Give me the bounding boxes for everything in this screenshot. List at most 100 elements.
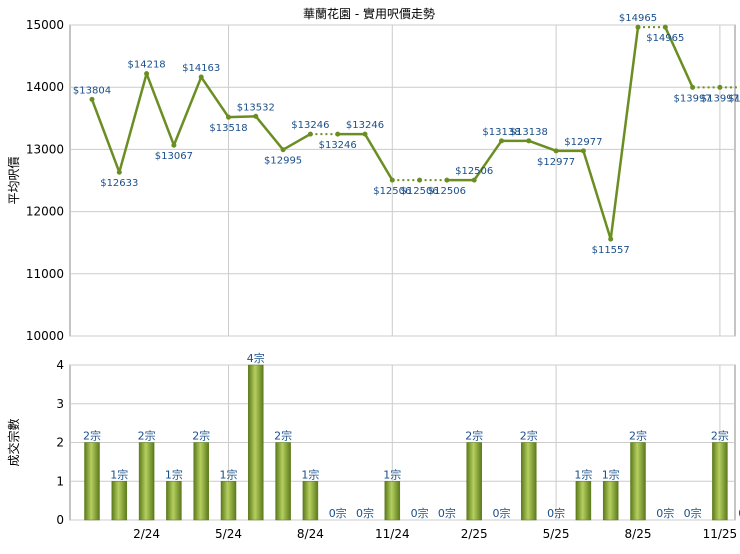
volume-y-axis-title: 成交宗數 [6, 418, 21, 466]
price-data-point[interactable] [89, 96, 95, 102]
volume-y-tick-label: 4 [56, 358, 64, 372]
price-data-label: $13997 [728, 93, 740, 104]
volume-bar-label: 1宗 [383, 467, 401, 481]
price-data-point[interactable] [608, 236, 614, 242]
x-axis-tick-label: 8/24 [297, 527, 324, 541]
price-data-point[interactable] [499, 138, 504, 144]
price-data-point[interactable] [144, 71, 150, 77]
volume-bar[interactable] [302, 481, 319, 521]
volume-bar-label: 2宗 [83, 429, 101, 443]
chart-title: 華蘭花園 - 實用呎價走勢 [303, 6, 435, 21]
price-line-segment [609, 27, 640, 240]
price-data-label: $13532 [237, 102, 275, 113]
price-data-point[interactable] [362, 131, 368, 137]
price-data-label: $12995 [264, 156, 302, 167]
price-data-point[interactable] [444, 177, 450, 183]
volume-y-tick-label: 3 [56, 397, 64, 411]
volume-bar[interactable] [602, 481, 619, 521]
price-data-point[interactable] [335, 131, 341, 137]
volume-bar-label: 1宗 [220, 467, 238, 481]
price-data-label: $13067 [155, 151, 193, 162]
price-data-label: $12506 [401, 186, 439, 197]
volume-bar[interactable] [466, 442, 482, 521]
volume-y-tick-label: 0 [56, 513, 64, 527]
price-y-tick-label: 10000 [26, 329, 64, 343]
volume-bar[interactable] [575, 481, 592, 521]
price-data-point[interactable] [198, 74, 204, 80]
volume-bar-label: 2宗 [711, 429, 729, 443]
volume-bar[interactable] [111, 481, 128, 521]
price-data-point[interactable] [635, 24, 641, 30]
volume-bar-label: 2宗 [629, 429, 647, 443]
price-data-point[interactable] [526, 138, 532, 144]
price-data-label: $12633 [100, 178, 138, 189]
x-axis-tick-label: 8/25 [625, 527, 652, 541]
price-y-axis-title: 平均呎價 [7, 156, 21, 204]
price-line-segment [228, 115, 256, 119]
volume-bar-label: 2宗 [465, 429, 483, 443]
volume-bar[interactable] [193, 442, 209, 521]
price-y-tick-label: 13000 [26, 142, 64, 156]
price-data-point[interactable] [116, 169, 122, 175]
price-line-segment [172, 76, 203, 146]
volume-bar-label: 0宗 [738, 506, 740, 520]
price-data-label: $12506 [373, 186, 411, 197]
price-data-label: $13997 [674, 93, 712, 104]
price-data-label: $12977 [564, 137, 602, 148]
price-data-label: $13246 [291, 120, 329, 131]
volume-bar-label: 0宗 [329, 506, 347, 520]
price-data-label: $11557 [592, 245, 630, 256]
x-axis-tick-label: 11/25 [703, 527, 738, 541]
price-data-point[interactable] [580, 148, 586, 154]
volume-bar[interactable] [521, 442, 537, 521]
volume-bar-label: 0宗 [438, 506, 456, 520]
price-data-point[interactable] [226, 114, 231, 120]
price-data-point[interactable] [662, 24, 668, 30]
volume-bar[interactable] [712, 442, 728, 521]
x-axis-tick-label: 2/24 [133, 527, 160, 541]
volume-bar[interactable] [166, 481, 182, 521]
volume-bar[interactable] [220, 481, 237, 521]
price-data-label: $14965 [646, 33, 684, 44]
price-data-point[interactable] [171, 142, 177, 148]
price-data-point[interactable] [280, 147, 286, 153]
volume-bar-label: 2宗 [520, 429, 538, 443]
price-data-label: $13997 [701, 93, 739, 104]
price-data-label: $13246 [319, 140, 357, 151]
price-data-point[interactable] [253, 113, 259, 119]
price-line-segment [363, 133, 394, 181]
volume-bar-label: 1宗 [602, 467, 620, 481]
price-data-point[interactable] [553, 148, 559, 154]
price-data-label: $14965 [619, 13, 657, 24]
volume-bar-label: 0宗 [493, 506, 511, 520]
volume-bar[interactable] [138, 442, 155, 521]
price-line-segment [90, 98, 121, 173]
price-line-segment [582, 150, 612, 240]
price-data-point[interactable] [307, 131, 313, 137]
volume-bar[interactable] [384, 481, 401, 521]
price-data-point[interactable] [471, 177, 477, 183]
volume-bar[interactable] [84, 442, 100, 521]
price-line-segment [254, 115, 285, 151]
volume-bar[interactable] [248, 364, 264, 521]
x-axis-tick-label: 5/24 [215, 527, 242, 541]
volume-bar-label: 1宗 [301, 467, 319, 481]
price-data-label: $12506 [455, 166, 493, 177]
price-data-label: $13138 [510, 127, 548, 138]
price-data-label: $12977 [537, 157, 575, 168]
price-data-point[interactable] [417, 177, 423, 183]
price-data-point[interactable] [690, 84, 696, 90]
price-line-segment [145, 73, 176, 146]
volume-bar-label: 0宗 [356, 506, 374, 520]
price-data-point[interactable] [717, 84, 723, 90]
price-data-label: $14218 [128, 60, 166, 71]
price-data-label: $13246 [346, 120, 384, 131]
price-data-point[interactable] [389, 177, 395, 183]
volume-bar[interactable] [630, 442, 646, 521]
x-axis-tick-label: 2/25 [461, 527, 488, 541]
price-data-label: $13804 [73, 85, 111, 96]
volume-bar[interactable] [275, 442, 291, 521]
volume-bar-label: 2宗 [192, 429, 210, 443]
